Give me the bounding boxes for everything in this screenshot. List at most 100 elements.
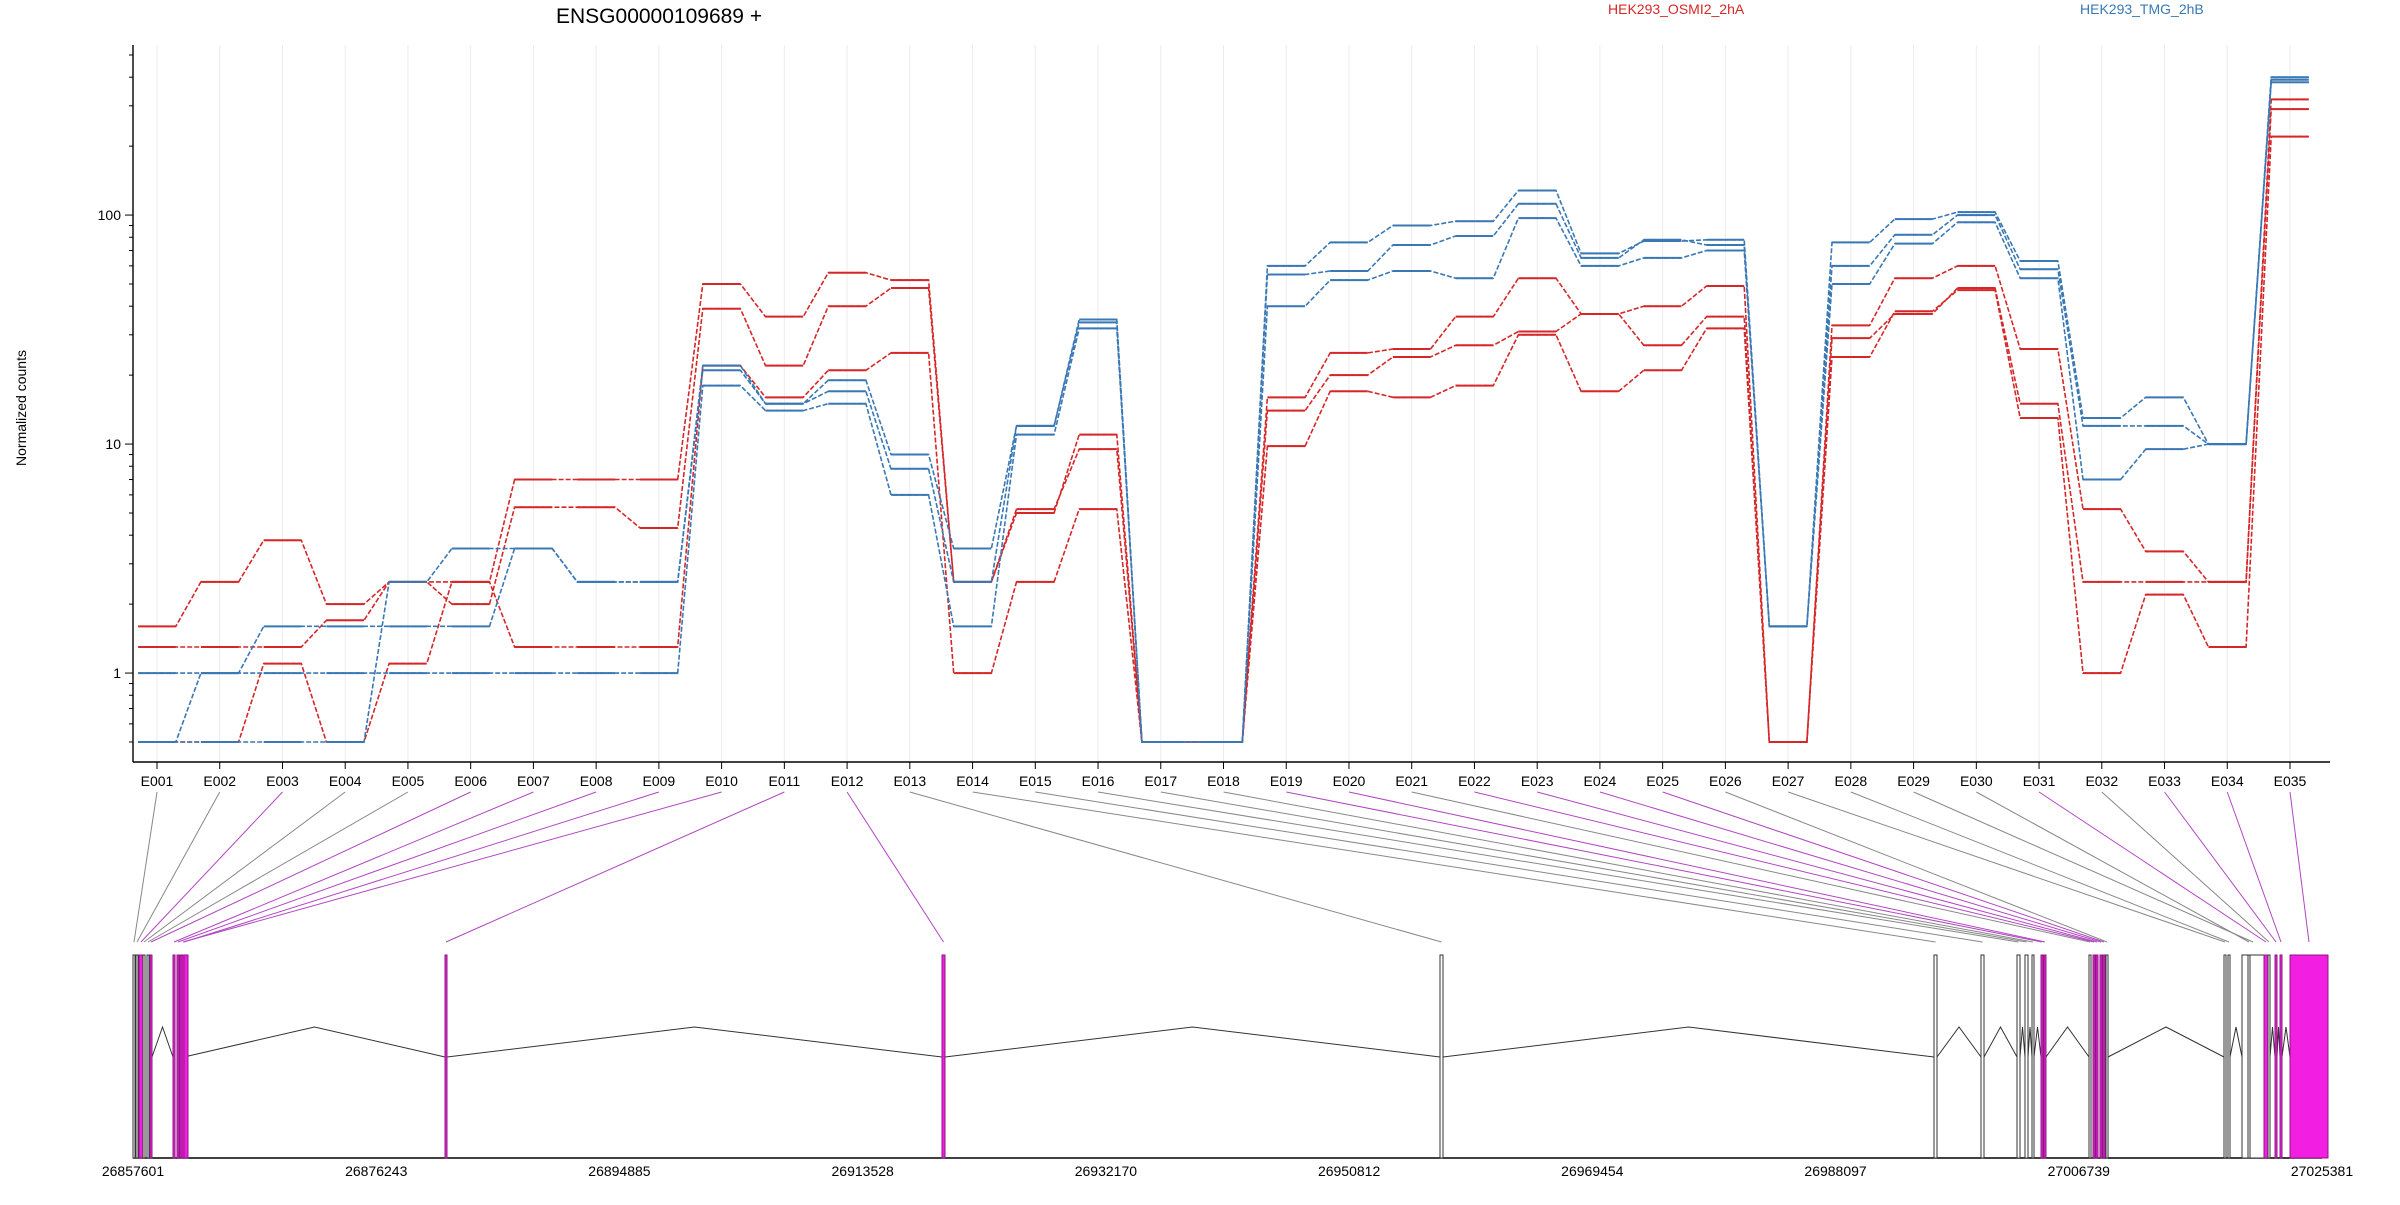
series-osmi	[138, 98, 2309, 743]
exon-block	[135, 954, 139, 1159]
x-tick-label: E003	[266, 773, 299, 789]
exon-connector	[2226, 791, 2282, 943]
x-tick-label: E015	[1019, 773, 1052, 789]
exon-connector	[1411, 791, 2091, 943]
y-axis-label: Normalized counts	[13, 350, 29, 466]
exon-block	[2263, 954, 2269, 1159]
y-tick-label: 100	[98, 207, 122, 223]
x-tick-label: E008	[580, 773, 613, 789]
coordinate-label: 26913528	[832, 1163, 895, 1179]
x-tick-label: E023	[1521, 773, 1554, 789]
exon-connector	[1850, 791, 2230, 943]
exon-block	[146, 954, 150, 1159]
exon-connector	[182, 791, 722, 943]
exon-block	[2102, 954, 2106, 1159]
exon-connector	[909, 791, 1442, 943]
exon-connector	[1097, 791, 2019, 943]
exon-block	[2105, 954, 2109, 1159]
coordinate-label: 27006739	[2048, 1163, 2111, 1179]
exon-block	[1439, 954, 1444, 1159]
exon-block	[132, 954, 136, 1159]
exon-block	[1933, 954, 1938, 1159]
exon-block	[172, 954, 176, 1159]
exon-connector	[1662, 791, 2105, 943]
x-tick-label: E009	[643, 773, 676, 789]
legend-label-tmg: HEK293_TMG_2hB	[2080, 1, 2204, 17]
series-line	[138, 98, 2309, 743]
x-tick-label: E031	[2023, 773, 2056, 789]
exon-block	[2031, 954, 2035, 1159]
x-tick-label: E029	[1897, 773, 1930, 789]
exon-block	[2289, 954, 2329, 1159]
exon-connector	[1537, 791, 2098, 943]
x-tick-label: E017	[1144, 773, 1177, 789]
exon-connector	[445, 791, 785, 943]
exon-connector	[136, 791, 221, 943]
exon-block	[2274, 954, 2278, 1159]
exon-block	[941, 954, 946, 1159]
x-tick-label: E004	[329, 773, 362, 789]
exon-block	[2016, 954, 2021, 1159]
x-tick-label: E024	[1584, 773, 1617, 789]
legend-label-osmi: HEK293_OSMI2_2hA	[1608, 1, 1745, 17]
exon-block	[2247, 954, 2251, 1159]
exon-block	[2099, 954, 2103, 1159]
exon-block	[444, 954, 448, 1159]
x-tick-label: E021	[1395, 773, 1428, 789]
x-tick-label: E020	[1333, 773, 1366, 789]
y-tick-label: 1	[113, 665, 121, 681]
exon-connector	[846, 791, 944, 943]
exon-connector	[2289, 791, 2310, 943]
coordinate-label: 27025381	[2291, 1163, 2354, 1179]
x-tick-label: E005	[392, 773, 425, 789]
exon-connector	[1286, 791, 2043, 943]
coordinate-label: 26894885	[588, 1163, 651, 1179]
exon-block	[181, 954, 185, 1159]
coordinate-label: 26988097	[1804, 1163, 1867, 1179]
coordinate-label: 26932170	[1075, 1163, 1138, 1179]
exon-connector	[1787, 791, 2226, 943]
exon-block	[2088, 954, 2092, 1159]
exon-connector	[2164, 791, 2277, 943]
x-tick-label: E012	[831, 773, 864, 789]
exon-connector	[1913, 791, 2254, 943]
x-tick-label: E028	[1835, 773, 1868, 789]
gene-model-track: 26857601 26876243 26894885 26913528 26932170…	[102, 954, 2354, 1179]
exon-connector	[1160, 791, 2027, 943]
x-tick-label: E011	[769, 773, 801, 789]
x-tick-label: E016	[1082, 773, 1115, 789]
exon-block	[2241, 954, 2265, 1159]
exon-connector	[173, 791, 534, 943]
x-tick-label: E027	[1772, 773, 1805, 789]
exon-block	[2092, 954, 2096, 1159]
x-tick-label: E035	[2274, 773, 2307, 789]
x-tick-label: E025	[1646, 773, 1679, 789]
exon-block	[2223, 954, 2227, 1159]
exon-block	[1980, 954, 1985, 1159]
coordinate-label: 26876243	[345, 1163, 408, 1179]
x-tick-label: E032	[2085, 773, 2118, 789]
exon-block	[2279, 954, 2283, 1159]
exon-block	[176, 954, 180, 1159]
exon-connector	[2038, 791, 2267, 943]
exon-block	[2227, 954, 2231, 1159]
x-tick-label: E018	[1207, 773, 1240, 789]
exon-connector	[1725, 791, 2108, 943]
coordinate-label: 26969454	[1561, 1163, 1624, 1179]
x-tick-label: E014	[956, 773, 989, 789]
exon-connector	[140, 791, 283, 943]
exon-block	[2043, 954, 2047, 1159]
x-tick-label: E001	[141, 773, 174, 789]
series-layer	[138, 76, 2309, 743]
exon-connector	[1035, 791, 1983, 943]
exon-connector	[183, 791, 660, 943]
x-tick-label: E033	[2148, 773, 2181, 789]
exon-connector	[143, 791, 346, 943]
exon-block	[149, 954, 153, 1159]
vertical-gridlines	[156, 45, 2291, 762]
exon-block	[2095, 954, 2099, 1159]
exon-connector	[1474, 791, 2095, 943]
